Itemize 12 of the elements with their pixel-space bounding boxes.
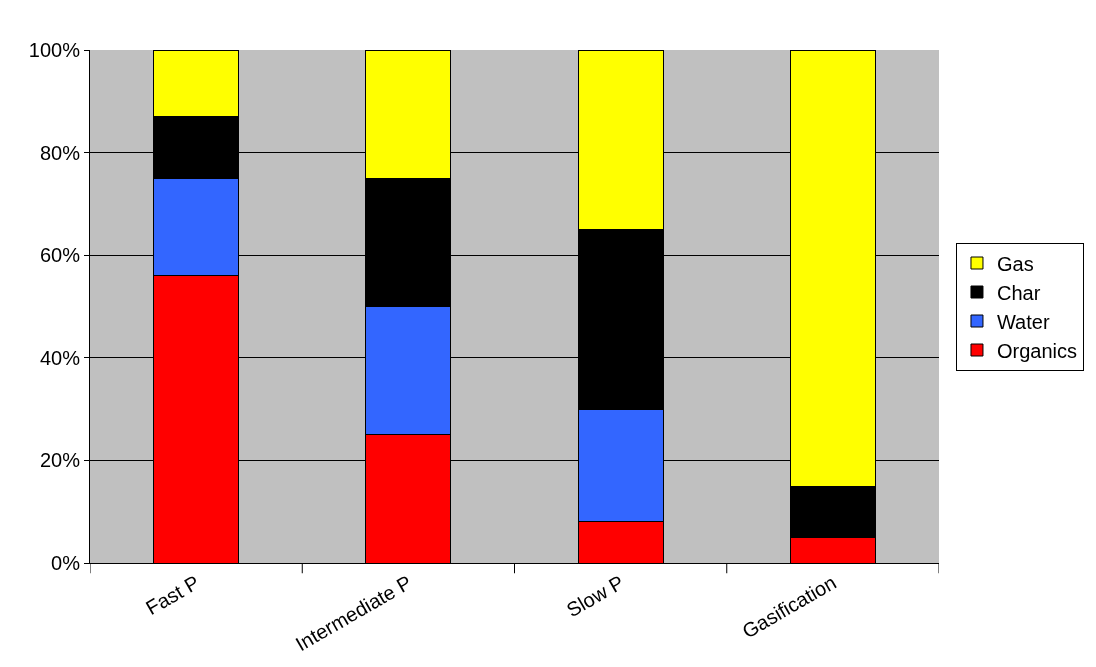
legend-label: Gas xyxy=(996,252,1034,275)
y-tick-label: 40% xyxy=(39,346,81,369)
legend-label: Water xyxy=(996,310,1050,333)
y-tick-label: 100% xyxy=(28,39,81,61)
y-tick-label: 20% xyxy=(39,449,81,472)
x-tick-label: Fast P xyxy=(142,571,204,620)
y-tick-label: 60% xyxy=(39,244,81,267)
x-tick-label: Slow P xyxy=(562,571,628,622)
y-tick-label: 80% xyxy=(39,141,81,164)
y-tick-label: 0% xyxy=(51,552,81,574)
legend-label: Organics xyxy=(996,339,1078,362)
legend-label: Char xyxy=(996,281,1041,304)
